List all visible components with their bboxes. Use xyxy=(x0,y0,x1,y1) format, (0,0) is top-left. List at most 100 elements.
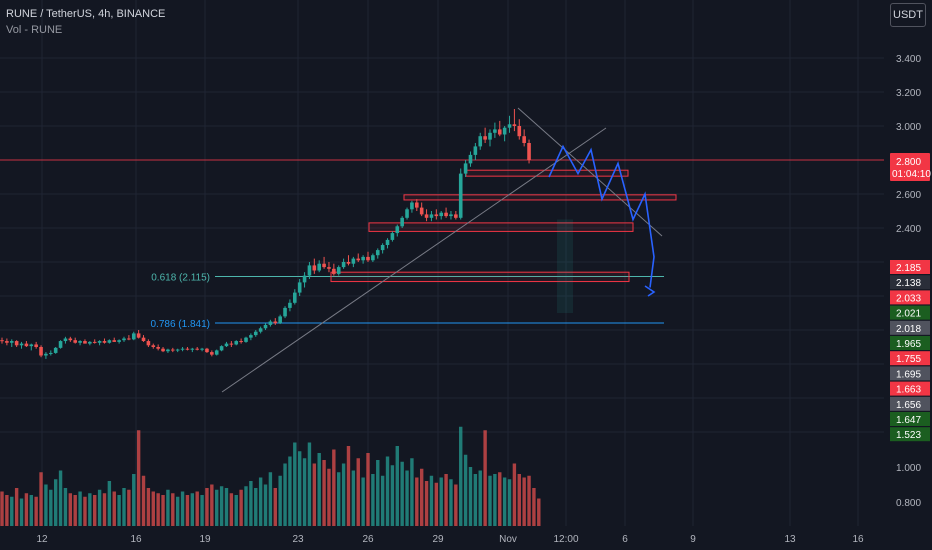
axis-price-badge xyxy=(890,290,930,305)
volume-bar xyxy=(297,451,302,526)
volume-bar xyxy=(463,454,468,526)
candle-body xyxy=(9,341,14,343)
volume-bar xyxy=(141,475,146,526)
candle-body xyxy=(312,265,317,271)
time-tick-label: 6 xyxy=(622,534,628,545)
candle-body xyxy=(249,335,253,338)
candle-body xyxy=(146,341,151,346)
candle-body xyxy=(190,348,195,350)
candle-body xyxy=(131,333,136,340)
volume-bar xyxy=(532,488,536,526)
volume-bar xyxy=(112,491,116,526)
candle-body xyxy=(278,316,282,324)
time-tick-label: 26 xyxy=(362,534,374,545)
axis-price-badge-label: 1.663 xyxy=(896,385,921,396)
volume-bar xyxy=(190,493,195,526)
candle-body xyxy=(180,348,185,350)
price-tick-label: 2.600 xyxy=(896,190,921,201)
highlight-area xyxy=(557,219,573,313)
candle-body xyxy=(234,341,239,345)
volume-bar xyxy=(78,491,82,526)
candle-body xyxy=(327,267,331,269)
volume-bar xyxy=(302,458,307,526)
candle-body xyxy=(185,348,190,350)
volume-bar xyxy=(512,463,517,526)
volume-bar xyxy=(107,481,112,526)
candle-body xyxy=(107,340,112,343)
axis-price-badge xyxy=(890,351,930,366)
candle-body xyxy=(395,226,400,234)
level-lines xyxy=(0,159,884,324)
volume-bar xyxy=(73,495,77,526)
candle-body xyxy=(166,349,170,352)
volume-bar xyxy=(83,496,87,526)
candle-body xyxy=(419,207,424,215)
zone-box xyxy=(330,271,630,283)
price-tick-label: 0.800 xyxy=(896,498,921,509)
candles xyxy=(0,109,531,359)
volume-bar xyxy=(312,463,317,526)
candle-body xyxy=(219,346,224,351)
volume-bar xyxy=(34,496,38,526)
candle-body xyxy=(263,324,268,329)
volume-bar xyxy=(24,493,29,526)
volume-bar xyxy=(127,489,131,526)
volume-bar xyxy=(53,479,58,526)
candle-body xyxy=(14,341,19,346)
volume-bar xyxy=(405,470,409,526)
uptrend-line xyxy=(221,127,607,393)
volume-bar xyxy=(322,460,326,526)
last-price-value: 2.800 xyxy=(896,157,921,168)
volume-bar xyxy=(156,493,160,526)
candle-body xyxy=(214,350,219,355)
candle-body xyxy=(444,212,448,217)
axis-price-badge-label: 2.033 xyxy=(896,293,921,304)
zone-box xyxy=(465,169,629,177)
candle-body xyxy=(322,263,326,268)
zone-boxes xyxy=(330,169,677,313)
volume-bar xyxy=(419,468,424,526)
time-tick-label: 16 xyxy=(130,534,142,545)
time-tick-label: 29 xyxy=(432,534,444,545)
candle-body xyxy=(434,214,439,217)
volume-bar xyxy=(219,486,224,526)
volume-bar xyxy=(273,488,277,526)
volume-bar xyxy=(380,475,385,526)
candle-body xyxy=(478,136,483,147)
volume-bar xyxy=(166,489,170,526)
candle-body xyxy=(112,340,117,342)
candle-body xyxy=(205,348,209,353)
candle-body xyxy=(522,136,526,143)
candle-body xyxy=(439,212,443,217)
last-price-countdown: 01:04:10 xyxy=(892,169,931,180)
currency-button[interactable]: USDT xyxy=(890,3,926,27)
volume-bar xyxy=(210,484,214,526)
volume-bar xyxy=(361,477,365,526)
volume-bar xyxy=(346,446,351,526)
volume-bar xyxy=(185,495,190,526)
candle-body xyxy=(297,282,302,293)
volume-bar xyxy=(151,491,155,526)
candle-body xyxy=(400,217,404,227)
volume-bar xyxy=(175,496,180,526)
axis-price-badge-label: 2.185 xyxy=(896,263,921,274)
candle-body xyxy=(39,347,43,356)
volume-bar xyxy=(517,474,521,526)
volume-bar xyxy=(146,488,151,526)
fib-label: 0.618 (2.115) xyxy=(151,272,210,283)
volume-bar xyxy=(341,463,346,526)
volume-bar xyxy=(68,493,73,526)
volume-bar xyxy=(371,474,375,526)
axis-price-badge xyxy=(890,336,930,350)
candle-body xyxy=(356,258,361,261)
volume-bar xyxy=(395,446,399,526)
volume-bar xyxy=(205,488,209,526)
candle-body xyxy=(283,307,287,317)
fib-label: 0.786 (1.841) xyxy=(151,319,211,330)
candle-body xyxy=(458,173,463,218)
projection-line xyxy=(548,144,655,288)
candle-body xyxy=(493,129,497,133)
volume-bar xyxy=(200,495,204,526)
